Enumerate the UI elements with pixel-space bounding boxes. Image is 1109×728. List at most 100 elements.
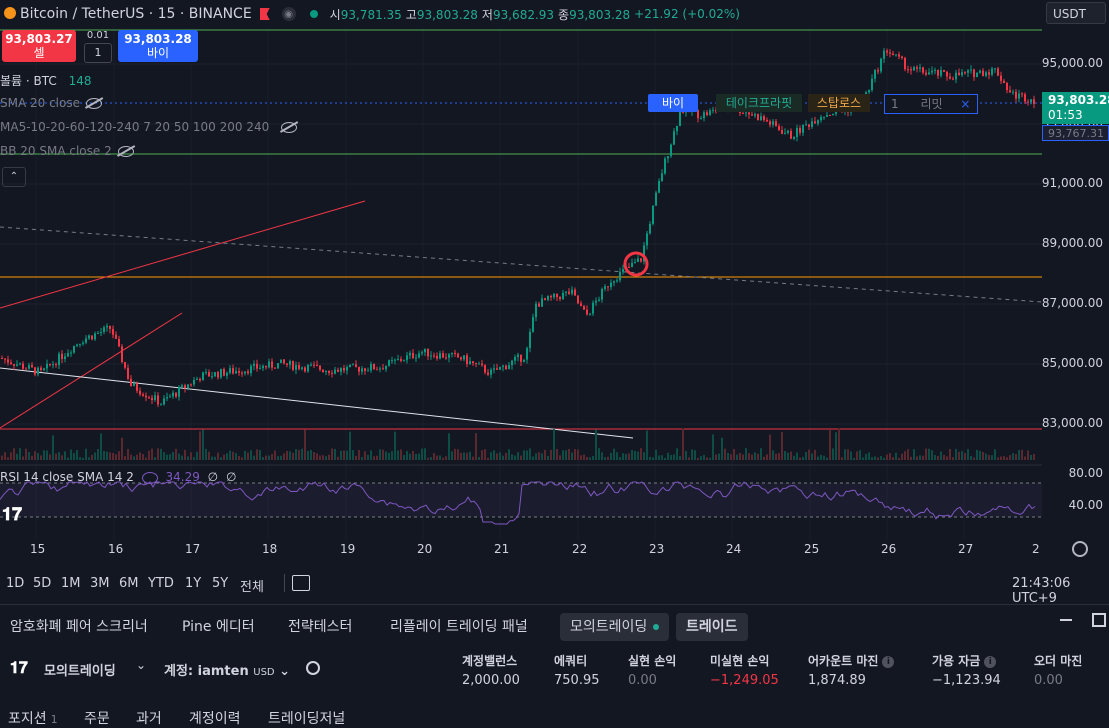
candle-body: [913, 67, 915, 71]
volume-bar: [262, 457, 264, 460]
volume-bar: [208, 451, 210, 460]
range-전체[interactable]: 전체: [240, 580, 264, 595]
order-qty-box[interactable]: 1 리밋 ×: [884, 94, 978, 114]
volume-bar: [454, 448, 456, 460]
panel-tab[interactable]: 트레이드: [676, 613, 748, 641]
range-5y[interactable]: 5Y: [212, 576, 229, 591]
symbol-title[interactable]: Bitcoin / TetherUS · 15 · BINANCE: [20, 6, 252, 22]
volume-bar: [493, 450, 495, 460]
volume-bar: [835, 432, 837, 460]
volume-bar: [100, 433, 102, 460]
candle-body: [352, 364, 354, 366]
range-1d[interactable]: 1D: [6, 576, 25, 591]
flag-icon[interactable]: [259, 8, 270, 20]
quantity-input[interactable]: 1: [84, 43, 112, 63]
panel-tab[interactable]: 리플레이 트레이딩 패널: [380, 613, 538, 641]
account-tab[interactable]: 과거: [136, 708, 162, 728]
volume-bar: [490, 452, 492, 460]
hidden-eye-icon[interactable]: [281, 122, 298, 133]
range-1m[interactable]: 1M: [61, 576, 81, 591]
ma-legend[interactable]: MA5-10-20-60-120-240 7 20 50 100 200 240: [0, 120, 298, 134]
candle-body: [634, 261, 636, 263]
minimize-icon[interactable]: [1060, 619, 1072, 621]
currency-button[interactable]: USDT: [1046, 2, 1106, 24]
price-axis[interactable]: 95,000.0093,000.0091,000.0089,000.0087,0…: [1042, 0, 1109, 566]
account-tab[interactable]: 계정이력: [189, 708, 241, 728]
candle-body: [298, 365, 300, 370]
gear-icon[interactable]: [1072, 541, 1088, 557]
account-selector[interactable]: 계정: iamten USD ⌄: [164, 664, 291, 679]
buy-button[interactable]: 93,803.28 바이: [118, 30, 198, 62]
tradingview-logo-icon[interactable]: 𝟏𝟕: [2, 504, 23, 525]
volume-bar: [535, 453, 537, 460]
bb-legend[interactable]: BB 20 SMA close 2: [0, 144, 134, 158]
panel-tab[interactable]: 전략테스터: [278, 613, 362, 641]
panel-tab[interactable]: Pine 에디터: [172, 613, 265, 641]
candle-body: [442, 353, 444, 358]
candle-body: [991, 68, 993, 75]
rsi-legend[interactable]: RSI 14 close SMA 14 2 34.29 ∅ ∅: [0, 470, 236, 484]
sell-button[interactable]: 93,803.27 셀: [2, 30, 76, 62]
settings-icon[interactable]: [306, 661, 320, 675]
range-3m[interactable]: 3M: [90, 576, 110, 591]
visibility-icon[interactable]: ◉: [281, 7, 296, 21]
candle-body: [259, 368, 261, 370]
maximize-icon[interactable]: [1092, 613, 1106, 627]
divider: [284, 574, 285, 592]
range-ytd[interactable]: YTD: [148, 576, 174, 591]
price-chart[interactable]: [0, 0, 1042, 540]
info-icon[interactable]: i: [984, 655, 997, 668]
calendar-icon[interactable]: [292, 575, 310, 591]
time-axis[interactable]: 15 16 17 18 19 20 21 22 23 24 25 26 27 2: [0, 540, 1042, 560]
candle-body: [445, 357, 447, 359]
volume-bar: [439, 455, 441, 460]
hidden-eye-icon[interactable]: [86, 98, 102, 109]
volume-bar: [79, 457, 81, 460]
volume-bar: [217, 452, 219, 460]
volume-bar: [280, 455, 282, 460]
candle-body: [931, 70, 933, 73]
panel-tabs: 암호화폐 페어 스크리너 Pine 에디터 전략테스터 리플레이 트레이딩 패널 모의트…: [0, 604, 1109, 649]
candle-body: [520, 354, 522, 362]
panel-tab[interactable]: 모의트레이딩: [560, 613, 670, 641]
account-tab[interactable]: 주문: [84, 708, 110, 728]
account-tab[interactable]: 트레이딩저널: [268, 708, 345, 728]
range-6m[interactable]: 6M: [119, 576, 139, 591]
volume-bar: [754, 452, 756, 460]
volume-bar: [412, 450, 414, 460]
volume-bar: [973, 457, 975, 460]
collapse-legend-button[interactable]: ⌃: [2, 167, 26, 187]
volume-bar: [283, 453, 285, 460]
volume-legend[interactable]: 볼륨 · BTC 148: [0, 72, 92, 89]
candle-body: [703, 112, 705, 119]
take-profit-button[interactable]: 테이크프라핏: [716, 94, 802, 112]
stop-loss-button[interactable]: 스탑로스: [808, 94, 870, 112]
candle-body: [946, 71, 948, 77]
chevron-down-icon[interactable]: ⌄: [136, 658, 147, 672]
candle-body: [226, 372, 228, 376]
clock[interactable]: 21:43:06 UTC+9: [1012, 576, 1071, 606]
volume-bar: [682, 428, 684, 460]
stat-value: −1,249.05: [710, 673, 779, 688]
range-5d[interactable]: 5D: [33, 576, 52, 591]
broker-name[interactable]: 모의트레이딩: [44, 664, 116, 679]
candle-body: [757, 114, 759, 121]
close-order-icon[interactable]: ×: [960, 97, 971, 111]
candle-body: [577, 295, 579, 304]
candle-body: [1006, 83, 1008, 91]
sma-legend[interactable]: SMA 20 close: [0, 96, 102, 110]
info-icon[interactable]: i: [882, 655, 895, 668]
hidden-eye-icon[interactable]: [117, 146, 134, 157]
account-tab[interactable]: 포지션 1: [8, 708, 58, 728]
volume-bar: [961, 451, 963, 460]
rsi-extra-1: ∅: [207, 470, 219, 484]
volume-bar: [676, 448, 678, 460]
range-1y[interactable]: 1Y: [185, 576, 202, 591]
candle-body: [196, 378, 198, 380]
panel-tab[interactable]: 암호화폐 페어 스크리너: [0, 613, 158, 641]
volume-bar: [292, 452, 294, 460]
volume-bar: [181, 455, 183, 460]
order-side-label[interactable]: 바이: [648, 94, 698, 112]
volume-bar: [808, 449, 810, 460]
candle-body: [421, 352, 423, 354]
